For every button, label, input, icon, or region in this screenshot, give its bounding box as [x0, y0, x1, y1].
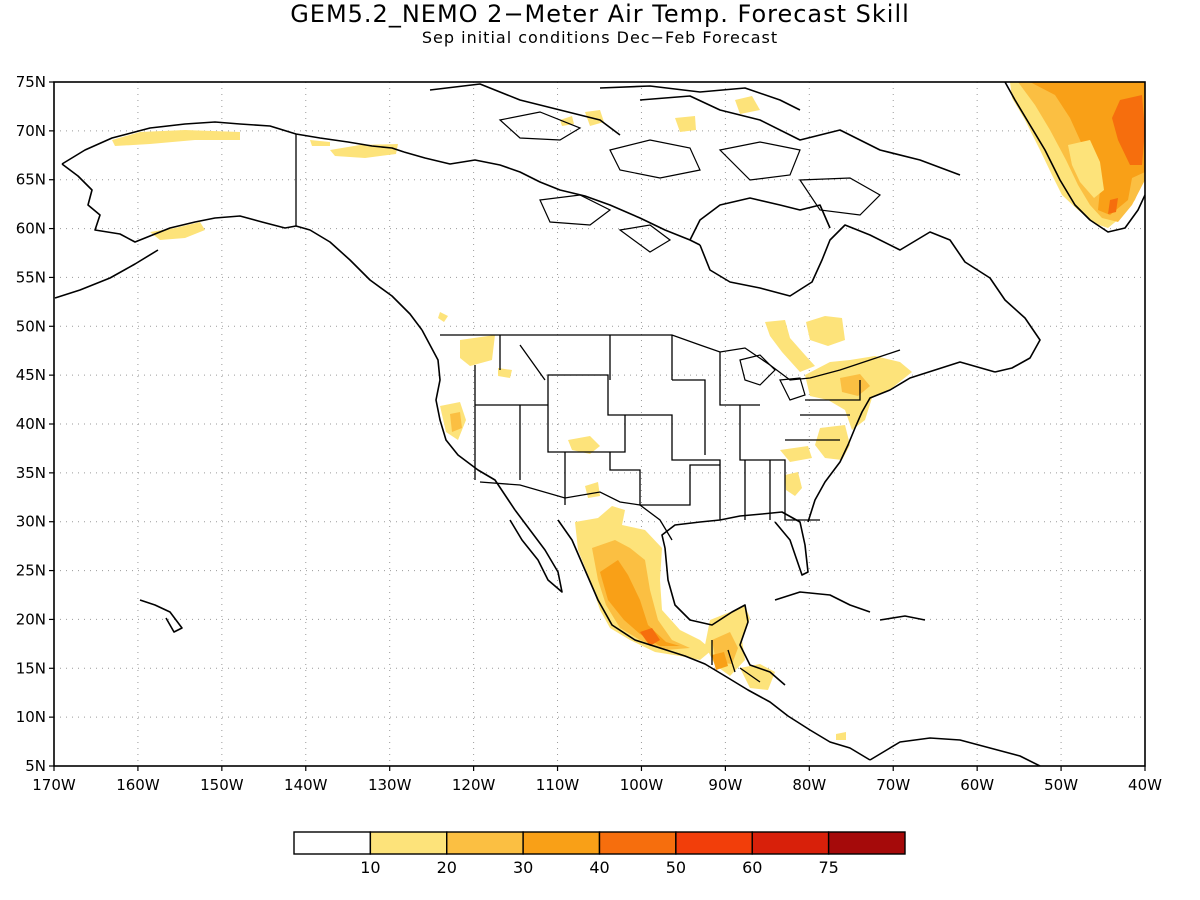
x-tick-label: 50W: [1044, 776, 1078, 794]
x-axis: 170W 160W 150W 140W 130W 120W 110W 100W 90W 80W 70…: [32, 766, 1162, 794]
y-tick-label: 25N: [16, 562, 46, 580]
y-axis: 75N 70N 65N 60N 55N 50N 45N 40N 35N 30N 25N 20N 15N 1…: [16, 73, 54, 775]
y-tick-label: 70N: [16, 122, 46, 140]
map-title: GEM5.2_NEMO 2−Meter Air Temp. Forecast S…: [290, 0, 910, 28]
region-central-america: [705, 606, 846, 740]
region-mexico: [575, 506, 712, 660]
region-eastern-us: [765, 316, 912, 496]
colorbar-label: 50: [666, 858, 686, 877]
x-tick-label: 70W: [876, 776, 910, 794]
coast-mexico-pacific: [557, 519, 871, 761]
x-tick-label: 40W: [1128, 776, 1162, 794]
x-tick-label: 140W: [284, 776, 328, 794]
y-tick-label: 40N: [16, 415, 46, 433]
colorbar-label: 10: [360, 858, 380, 877]
x-tick-label: 80W: [792, 776, 826, 794]
y-tick-label: 60N: [16, 220, 46, 238]
colorbar-swatch: [293, 831, 372, 855]
x-tick-label: 160W: [116, 776, 160, 794]
colorbar-label: 30: [513, 858, 533, 877]
arctic-islands: [498, 111, 881, 401]
y-tick-label: 55N: [16, 268, 46, 286]
region-arctic: [112, 96, 760, 240]
skill-shading: [112, 82, 1145, 740]
x-tick-label: 60W: [960, 776, 994, 794]
x-tick-label: 110W: [536, 776, 580, 794]
coast-east-us: [807, 361, 996, 523]
y-tick-label: 15N: [16, 659, 46, 677]
colorbar-label: 60: [742, 858, 762, 877]
y-tick-label: 65N: [16, 171, 46, 189]
colorbar-label: 20: [437, 858, 457, 877]
x-tick-label: 150W: [200, 776, 244, 794]
colorbar-swatch: [522, 831, 601, 855]
colorbar-label: 75: [818, 858, 838, 877]
colorbar: 10 20 30 40 50 60 75: [293, 831, 906, 877]
region-greenland: [1010, 82, 1145, 228]
coast-south-america: [869, 737, 1041, 766]
colorbar-swatch: [827, 831, 906, 855]
x-tick-label: 170W: [32, 776, 76, 794]
colorbar-swatch: [369, 831, 448, 855]
coast-baja: [509, 509, 563, 593]
border-us-mexico: [479, 481, 673, 541]
coast-greenland: [1004, 82, 1145, 233]
coastlines: [54, 82, 1145, 766]
plot-frame: [53, 81, 1146, 767]
colorbar-swatch: [446, 831, 524, 855]
colorbar-swatch: [675, 831, 753, 855]
coast-cuba: [774, 591, 871, 613]
region-western-us: [438, 312, 600, 498]
y-tick-label: 35N: [16, 464, 46, 482]
border-central-america: [711, 640, 761, 683]
y-tick-label: 75N: [16, 73, 46, 91]
y-tick-label: 20N: [16, 610, 46, 628]
y-tick-label: 45N: [16, 366, 46, 384]
coast-gulf: [661, 511, 809, 576]
coast-west-us: [421, 329, 516, 511]
colorbar-label: 40: [589, 858, 609, 877]
coast-hispaniola: [879, 615, 926, 621]
x-tick-label: 130W: [368, 776, 412, 794]
state-borders: [474, 335, 861, 521]
coast-alaska: [61, 121, 405, 165]
colorbar-swatch: [751, 831, 830, 855]
x-tick-label: 120W: [452, 776, 496, 794]
y-tick-label: 5N: [25, 757, 46, 775]
coast-hawaii: [139, 599, 183, 633]
x-tick-label: 90W: [708, 776, 742, 794]
grid-lines: [54, 82, 1145, 766]
colorbar-swatch: [598, 831, 677, 855]
coast-hudson-bay: [689, 197, 831, 241]
y-tick-label: 30N: [16, 513, 46, 531]
map-subtitle: Sep initial conditions Dec−Feb Forecast: [421, 28, 779, 47]
coast-arctic-canada: [403, 151, 701, 246]
y-tick-label: 10N: [16, 708, 46, 726]
y-tick-label: 50N: [16, 317, 46, 335]
x-tick-label: 100W: [620, 776, 664, 794]
